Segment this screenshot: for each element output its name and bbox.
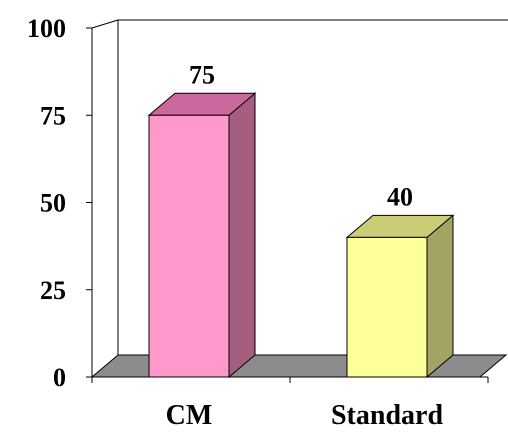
bar-cm [147, 92, 257, 379]
y-tick-label: 100 [27, 14, 66, 43]
data-label: 75 [189, 60, 215, 89]
bar-side-face [228, 92, 256, 379]
y-tick-label: 75 [40, 101, 66, 130]
y-axis-top-connector [91, 19, 119, 29]
bar-front-face [346, 236, 428, 378]
x-category-label: Standard [331, 400, 443, 431]
bar-side-face [426, 214, 454, 379]
y-tick-label: 50 [40, 189, 66, 218]
data-label: 40 [387, 182, 413, 211]
y-tick-label: 25 [40, 276, 66, 305]
bar-front-face [148, 114, 230, 378]
bar-standard [345, 214, 455, 379]
x-category-label: CM [166, 400, 213, 431]
y-tick-label: 0 [53, 363, 66, 392]
